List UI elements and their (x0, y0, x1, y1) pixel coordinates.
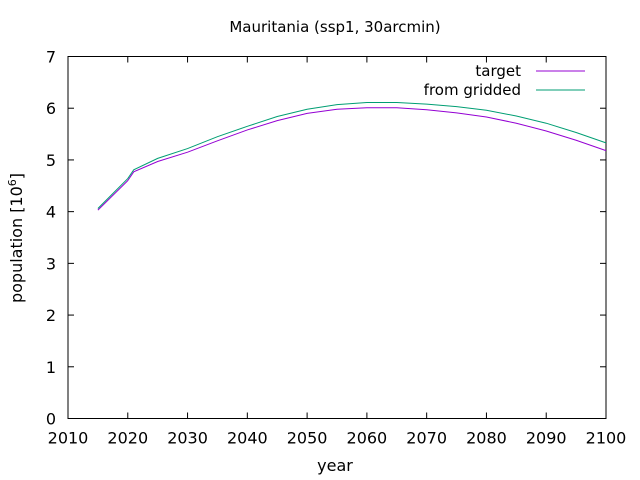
y-tick-label: 0 (46, 410, 56, 429)
y-tick-label: 2 (46, 306, 56, 325)
y-tick-label: 6 (46, 99, 56, 118)
plot-area-frame (67, 56, 607, 419)
chart-title: Mauritania (ssp1, 30arcmin) (229, 18, 440, 36)
y-axis-label-main: population [10 (7, 186, 26, 303)
x-tick-label: 2060 (347, 429, 388, 448)
series-line-target (97, 107, 607, 211)
series-layer (97, 102, 607, 211)
x-tick-label: 2030 (167, 429, 208, 448)
x-tick-label: 2020 (107, 429, 148, 448)
series-line-from-gridded (97, 102, 607, 209)
x-tick-label: 2090 (526, 429, 567, 448)
x-tick-label: 2010 (48, 429, 89, 448)
y-tick-label: 3 (46, 254, 56, 273)
x-axis-label: year (317, 456, 353, 475)
x-tick-label: 2080 (466, 429, 507, 448)
x-tick-label: 2050 (287, 429, 328, 448)
y-axis-label-exponent: 6 (6, 179, 19, 186)
y-axis-label: population [106] (6, 173, 26, 303)
legend: target from gridded (424, 62, 585, 99)
y-axis: 0 1 2 3 4 5 6 7 (46, 48, 606, 429)
x-axis: 2010 2020 2030 2040 2050 2060 2070 2080 2090 2100 (48, 56, 627, 448)
y-axis-label-suffix: ] (7, 173, 26, 179)
y-tick-label: 5 (46, 151, 56, 170)
y-tick-label: 1 (46, 358, 56, 377)
x-tick-label: 2040 (227, 429, 268, 448)
legend-label-target: target (475, 62, 521, 80)
x-tick-label: 2070 (406, 429, 447, 448)
y-tick-label: 7 (46, 48, 56, 67)
legend-label-from-gridded: from gridded (424, 81, 521, 99)
y-tick-label: 4 (46, 203, 56, 222)
x-tick-label: 2100 (586, 429, 627, 448)
